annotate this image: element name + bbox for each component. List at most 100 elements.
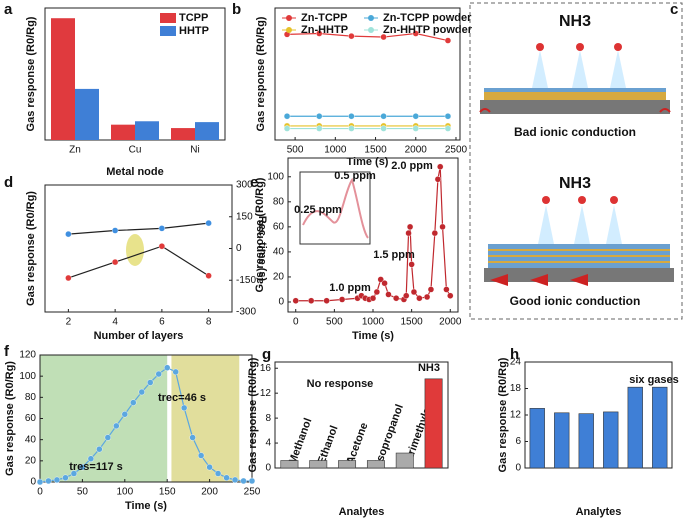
x-category-label: Acetone <box>344 421 370 466</box>
x-category-label: Zn <box>69 145 81 156</box>
panel-label: d <box>4 174 13 191</box>
bar <box>554 412 570 469</box>
bar <box>280 460 299 469</box>
point <box>130 399 137 406</box>
point <box>408 261 415 268</box>
bar <box>111 124 135 140</box>
bar <box>51 18 75 141</box>
x-tick-label: 6 <box>159 317 165 328</box>
shaded-span <box>171 355 240 482</box>
point <box>45 477 52 485</box>
point <box>392 295 400 302</box>
y-tick-label: 60 <box>273 222 285 233</box>
y-tick-label: 20 <box>25 455 37 466</box>
bar <box>627 386 643 469</box>
legend-marker <box>368 15 374 21</box>
bar <box>652 386 668 469</box>
point <box>369 295 377 302</box>
annotation: 1.5 ppm <box>373 249 415 261</box>
point <box>385 291 392 298</box>
panel-label: b <box>232 1 241 18</box>
point <box>147 379 154 386</box>
point <box>439 223 446 231</box>
point <box>377 276 384 283</box>
annotation: 2.0 ppm <box>391 160 433 172</box>
diagram-label: Good ionic conduction <box>510 294 641 308</box>
y-axis-label: Gas response (R0/Rg) <box>254 177 266 292</box>
point <box>205 272 212 279</box>
y-tick-label: 4 <box>265 438 271 449</box>
annotation: 1.0 ppm <box>329 282 371 294</box>
point <box>111 227 119 234</box>
point <box>283 113 291 120</box>
device-bad <box>479 43 671 114</box>
x-axis-label: Time (s) <box>352 330 394 342</box>
diagram-label: NH3 <box>559 175 591 192</box>
y-tick-label: 60 <box>25 413 37 424</box>
x-tick-label: 100 <box>116 487 133 498</box>
highlight <box>126 234 144 266</box>
annotation: NH3 <box>418 362 440 374</box>
point <box>416 295 423 302</box>
panel-label: h <box>510 346 519 363</box>
point <box>96 445 103 453</box>
x-tick-label: 1000 <box>324 145 347 156</box>
x-tick-label: 200 <box>201 487 218 498</box>
point <box>163 364 171 371</box>
point <box>172 368 179 376</box>
x-tick-label: 2500 <box>445 145 468 156</box>
shaded-span <box>40 355 168 482</box>
point <box>348 32 355 40</box>
bar <box>309 460 328 469</box>
point <box>189 434 196 441</box>
y-tick-label: 0 <box>515 463 521 474</box>
plot-frame <box>274 361 449 469</box>
point <box>423 293 431 301</box>
point <box>381 280 388 287</box>
panel-label: f <box>4 343 10 360</box>
point <box>412 113 419 120</box>
annotation: tres=117 s <box>69 461 123 473</box>
point <box>338 296 346 303</box>
bar <box>171 128 195 140</box>
y-tick-label: 12 <box>260 388 272 399</box>
bar <box>135 121 159 140</box>
y2-axis-label: Rec. time (s) <box>256 216 268 282</box>
x-tick-label: 8 <box>206 317 212 328</box>
x-axis-label: Metal node <box>106 166 163 178</box>
annotation: 0.25 ppm <box>294 204 342 216</box>
bar <box>395 452 414 469</box>
panel-label: g <box>262 346 271 363</box>
legend-marker <box>286 27 292 33</box>
legend-label: Zn-TCPP powder <box>383 12 472 24</box>
point <box>444 125 452 132</box>
x-tick-label: 0 <box>293 317 299 328</box>
point <box>348 125 355 132</box>
point <box>431 229 439 237</box>
point <box>316 113 323 120</box>
y-tick-label: 0 <box>30 477 36 488</box>
point <box>406 223 414 231</box>
point <box>444 37 452 44</box>
point <box>158 243 166 250</box>
point <box>240 477 247 485</box>
x-axis-label: Time (s) <box>347 156 389 168</box>
y-tick-label: 20 <box>273 272 285 283</box>
x-axis-label: Analytes <box>576 506 622 518</box>
bar <box>195 122 219 140</box>
point <box>380 125 387 132</box>
y-tick-label: 80 <box>25 392 37 403</box>
point <box>380 33 387 41</box>
y-tick-label: 6 <box>515 436 521 447</box>
point <box>447 292 454 299</box>
y-axis-label: Gas response (R0/Rg) <box>25 16 37 131</box>
y-tick-label: 100 <box>19 371 36 382</box>
point <box>307 297 315 304</box>
point <box>248 477 256 485</box>
point <box>111 258 119 266</box>
annotation: six gases <box>629 374 679 386</box>
legend-label: Zn-HHTP <box>301 24 348 36</box>
y-tick-label: 40 <box>25 434 37 445</box>
x-tick-label: 1500 <box>401 317 424 328</box>
point <box>348 113 355 120</box>
